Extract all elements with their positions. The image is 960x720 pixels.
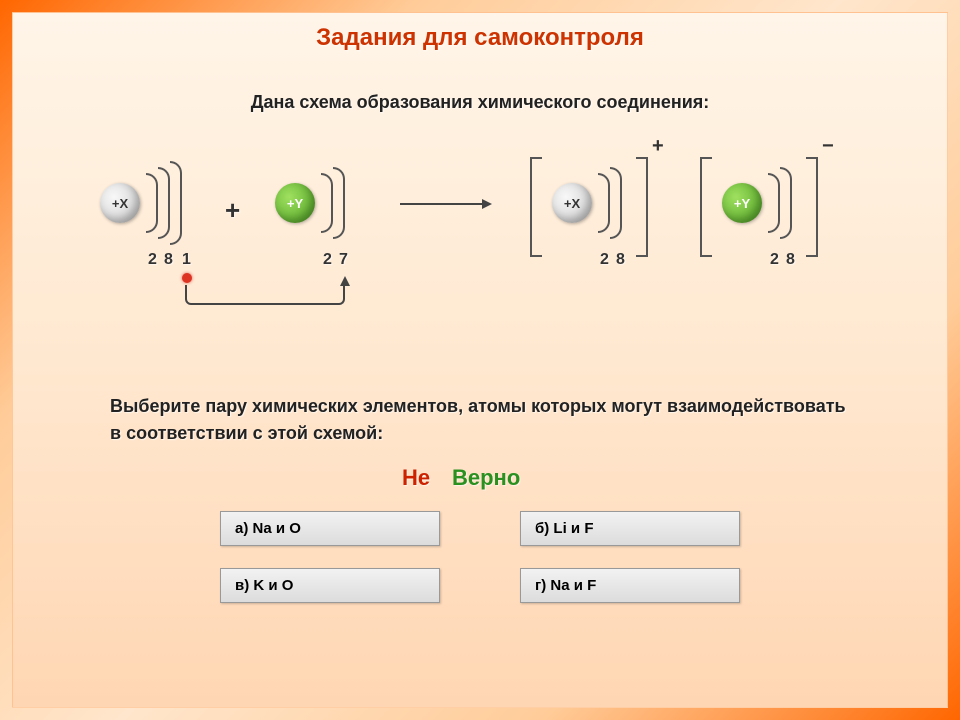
bracket-right [636, 157, 648, 257]
question-text: Выберите пару химических элементов, атом… [110, 393, 850, 447]
shell-arc [170, 161, 182, 245]
bracket-left [530, 157, 542, 257]
shell-number: 2 [600, 251, 609, 269]
shell-arc [780, 167, 792, 239]
slide-content: Задания для самоконтроля Дана схема обра… [12, 12, 948, 708]
answer-option-v[interactable]: в) K и O [220, 568, 440, 603]
plus-operator: + [225, 195, 240, 226]
shell-number: 8 [616, 251, 625, 269]
shell-number: 2 [770, 251, 779, 269]
feedback-wrong: Не [402, 465, 430, 491]
atom-x-label: +X [112, 196, 128, 211]
atom-y-label: +Y [287, 196, 303, 211]
shell-number: 8 [786, 251, 795, 269]
atom-y-ion: +Y [722, 183, 762, 223]
shell-arc [768, 173, 780, 233]
shell-number: 8 [164, 251, 173, 269]
shell-number: 1 [182, 251, 191, 269]
answer-grid: а) Na и O б) Li и F в) K и O г) Na и F [220, 511, 740, 603]
answer-option-b[interactable]: б) Li и F [520, 511, 740, 546]
shell-number: 2 [323, 251, 332, 269]
shell-arc [146, 173, 158, 233]
shell-number: 7 [339, 251, 348, 269]
bracket-right [806, 157, 818, 257]
atom-x-ion: +X [552, 183, 592, 223]
anion-charge: − [822, 135, 834, 158]
cation-charge: + [652, 135, 664, 158]
electron-dot-icon [182, 273, 192, 283]
answer-option-g[interactable]: г) Na и F [520, 568, 740, 603]
atom-y-label: +Y [734, 196, 750, 211]
shell-arc [321, 173, 333, 233]
slide-title: Задания для самоконтроля [12, 24, 948, 52]
answer-option-a[interactable]: а) Na и O [220, 511, 440, 546]
shell-arc [598, 173, 610, 233]
feedback-right: Верно [452, 465, 520, 491]
shell-number: 2 [148, 251, 157, 269]
shell-arc [158, 167, 170, 239]
atom-x-label: +X [564, 196, 580, 211]
shell-arc [333, 167, 345, 239]
bracket-left [700, 157, 712, 257]
slide-subtitle: Дана схема образования химического соеди… [12, 92, 948, 113]
electron-transfer-line [185, 285, 345, 305]
bond-formation-diagram: +X 2 8 1 + +Y 2 7 +X 2 8 + [30, 133, 930, 323]
feedback-text: Не Верно [12, 465, 948, 493]
transfer-arrow-icon [340, 276, 350, 286]
shell-arc [610, 167, 622, 239]
atom-y-left: +Y [275, 183, 315, 223]
reaction-arrow-icon [400, 203, 490, 205]
atom-x-left: +X [100, 183, 140, 223]
